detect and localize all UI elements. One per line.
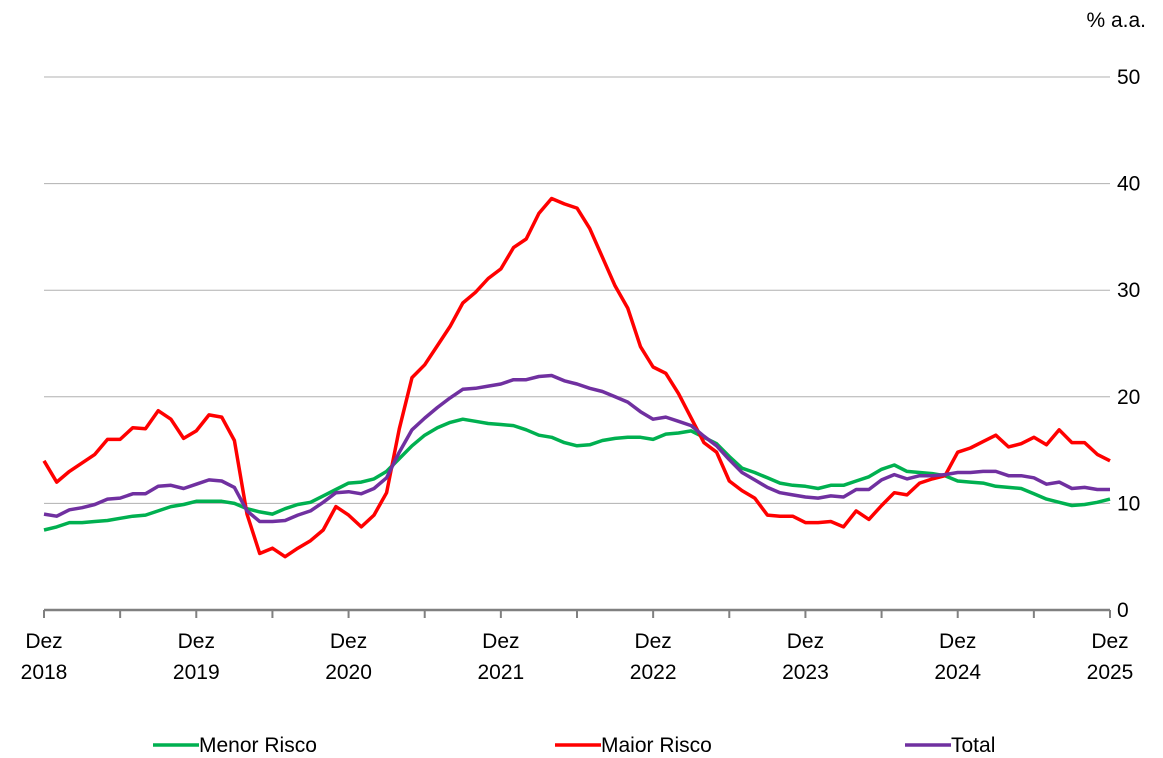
x-tick-label: Dez 2025: [1087, 630, 1134, 684]
y-axis-label: % a.a.: [1086, 9, 1146, 32]
y-tick-label: 40: [1117, 173, 1140, 196]
legend-item: Menor Risco: [153, 734, 317, 757]
x-tick-label: Dez 2018: [21, 630, 68, 684]
y-tick-label: 0: [1117, 599, 1129, 622]
legend-item: Maior Risco: [555, 734, 712, 757]
series-line: [42, 196, 1111, 559]
x-tick-label: Dez 2023: [782, 630, 829, 684]
x-tick-label: Dez 2021: [477, 630, 524, 684]
x-tick-label: Dez 2024: [934, 630, 981, 684]
series-line: [43, 417, 1111, 532]
x-tick-label: Dez 2020: [325, 630, 372, 684]
x-tick-label: Dez 2019: [173, 630, 220, 684]
x-tick-label: Dez 2022: [630, 630, 677, 684]
series-line: [43, 373, 1110, 524]
y-tick-label: 10: [1117, 492, 1140, 515]
legend-label: Total: [951, 734, 995, 757]
y-tick-label: 50: [1117, 66, 1140, 89]
y-tick-label: 30: [1117, 279, 1140, 302]
legend-item: Total: [905, 734, 995, 757]
legend-label: Menor Risco: [199, 734, 317, 757]
legend-label: Maior Risco: [601, 734, 712, 757]
y-tick-label: 20: [1117, 386, 1140, 409]
